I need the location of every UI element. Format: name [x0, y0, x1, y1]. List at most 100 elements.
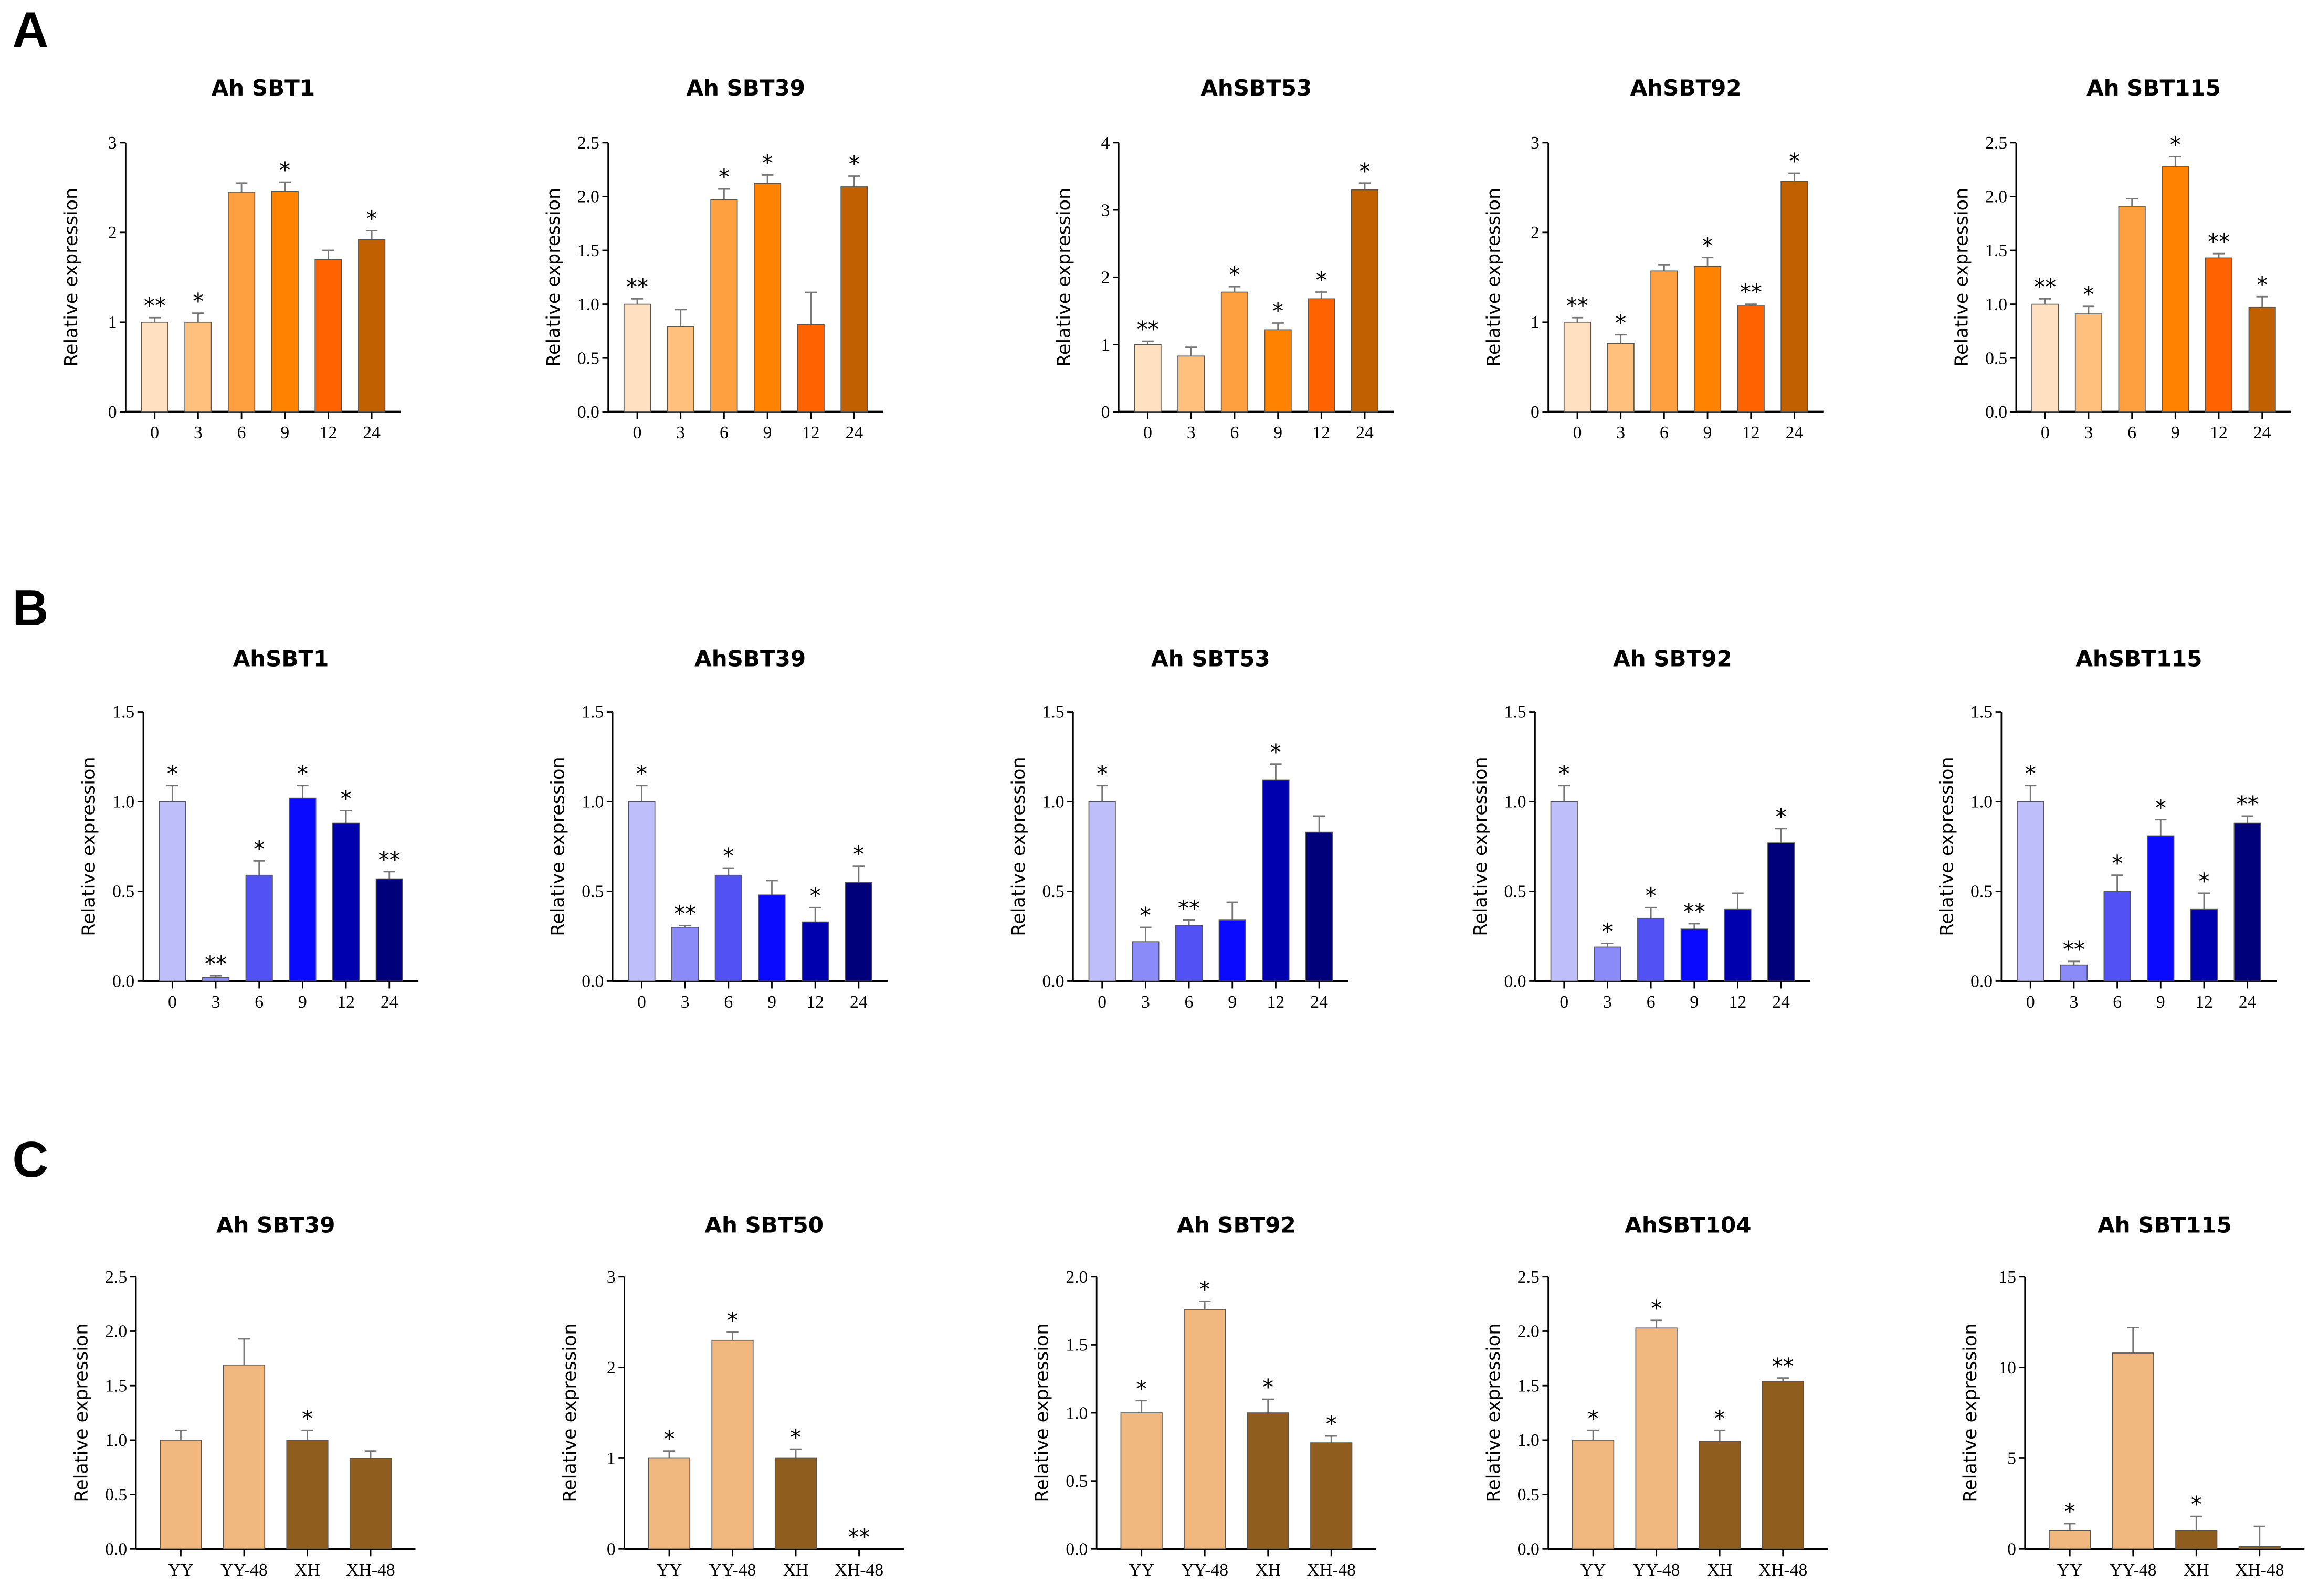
- y-tick-label: 2.5: [577, 133, 599, 153]
- significance-marker: **: [2208, 229, 2230, 255]
- y-axis-label: Relative expression: [78, 757, 100, 936]
- x-tick-label: 12: [337, 992, 355, 1012]
- chart-title: AhSBT104: [1625, 1212, 1751, 1238]
- y-tick-label: 1: [1531, 313, 1540, 332]
- x-tick-label: YY: [168, 1560, 194, 1580]
- significance-marker: *: [1262, 1375, 1273, 1400]
- significance-marker: *: [1651, 1295, 1662, 1321]
- x-tick-label: 24: [381, 992, 398, 1012]
- y-tick-label: 1: [607, 1449, 616, 1468]
- bar-chart: AhSBT1 Relative expression 0.0 0.5 1.0 1.5 0 * 3…: [78, 646, 419, 1012]
- x-tick-label: 6: [1647, 992, 1656, 1012]
- significance-marker: *: [2064, 1499, 2075, 1525]
- bar: [710, 199, 738, 413]
- significance-marker: *: [1326, 1411, 1337, 1437]
- significance-marker: *: [791, 1424, 802, 1450]
- bar: [1637, 917, 1665, 982]
- significance-marker: *: [762, 150, 773, 176]
- bar-chart: Ah SBT50 Relative expression 0 1 2 3 YY * YY-48 *…: [559, 1212, 904, 1580]
- bar: [1572, 1440, 1615, 1550]
- y-tick-label: 0: [108, 403, 117, 422]
- bar: [2238, 1546, 2281, 1550]
- significance-marker: *: [1272, 298, 1283, 324]
- x-tick-label: YY: [2057, 1560, 2083, 1580]
- x-tick-label: 6: [237, 423, 246, 442]
- y-tick-label: 2.5: [1517, 1267, 1540, 1287]
- chart-title: Ah SBT39: [686, 75, 805, 101]
- x-tick-label: 12: [1729, 992, 1747, 1012]
- y-tick-label: 1.0: [1066, 1403, 1088, 1423]
- x-tick-label: 24: [2239, 992, 2257, 1012]
- x-tick-label: 0: [150, 423, 159, 442]
- y-tick-label: 2: [607, 1358, 616, 1378]
- significance-marker: *: [727, 1307, 738, 1333]
- y-tick-label: 2.0: [1066, 1267, 1088, 1287]
- significance-marker: *: [1270, 739, 1281, 765]
- x-tick-label: XH-48: [346, 1560, 395, 1580]
- y-axis-label: Relative expression: [1959, 1323, 1981, 1502]
- significance-marker: **: [2034, 274, 2056, 300]
- bar: [1780, 181, 1808, 413]
- x-tick-label: 6: [1660, 423, 1669, 442]
- significance-marker: **: [674, 901, 696, 926]
- bar: [2175, 1530, 2218, 1550]
- x-tick-label: 3: [676, 423, 685, 442]
- y-tick-label: 1.5: [105, 1376, 127, 1396]
- y-axis-label: Relative expression: [1483, 1323, 1504, 1502]
- bar: [1693, 266, 1722, 413]
- y-tick-label: 0.0: [105, 1540, 127, 1559]
- bar: [1594, 946, 1621, 982]
- y-axis-label: Relative expression: [1951, 188, 1972, 367]
- x-tick-label: 9: [763, 423, 772, 442]
- bar: [332, 822, 360, 982]
- x-tick-label: YY: [1580, 1560, 1606, 1580]
- bar: [758, 894, 786, 982]
- significance-marker: **: [1566, 293, 1588, 319]
- bar-chart: Ah SBT92 Relative expression 0.0 0.5 1.0 1.5 0…: [1470, 646, 1810, 1012]
- y-axis-label: Relative expression: [1936, 757, 1957, 936]
- y-tick-label: 1.0: [577, 295, 599, 314]
- y-tick-label: 2.0: [1985, 187, 2007, 207]
- bar: [289, 797, 317, 982]
- y-tick-label: 0.0: [1970, 972, 1993, 991]
- bar-chart: Ah SBT53 Relative expression 0.0 0.5 1.0 1.5 0…: [1008, 646, 1348, 1012]
- bar: [1762, 1381, 1804, 1550]
- y-tick-label: 1.0: [1970, 792, 1993, 812]
- y-axis-label: Relative expression: [1470, 757, 1491, 936]
- y-tick-label: 1.0: [1042, 792, 1065, 812]
- bar: [314, 259, 342, 413]
- bar: [628, 801, 656, 982]
- bar-chart: AhSBT115 Relative expression 0.0 0.5 1.0 1.5 0…: [1936, 646, 2277, 1012]
- x-tick-label: XH-48: [1307, 1560, 1356, 1580]
- x-tick-label: 9: [1228, 992, 1237, 1012]
- significance-marker: *: [2025, 760, 2036, 786]
- bar: [2049, 1530, 2091, 1550]
- x-tick-label: XH: [783, 1560, 809, 1580]
- chart-title: Ah SBT92: [1177, 1212, 1296, 1238]
- x-tick-label: 24: [1356, 423, 1374, 442]
- x-tick-label: YY-48: [1633, 1560, 1680, 1580]
- y-tick-label: 1.5: [582, 703, 604, 722]
- x-tick-label: 0: [637, 992, 646, 1012]
- x-tick-label: XH: [1707, 1560, 1733, 1580]
- x-tick-label: 0: [633, 423, 642, 442]
- x-tick-label: XH-48: [835, 1560, 883, 1580]
- x-tick-label: YY-48: [1181, 1560, 1228, 1580]
- significance-marker: **: [1772, 1353, 1794, 1379]
- bar: [648, 1457, 691, 1550]
- bar: [1264, 329, 1292, 413]
- significance-marker: *: [341, 786, 352, 811]
- y-tick-label: 1.0: [1517, 1431, 1540, 1450]
- x-tick-label: 9: [767, 992, 776, 1012]
- y-tick-label: 0.5: [582, 882, 604, 902]
- x-tick-label: 3: [1616, 423, 1625, 442]
- y-tick-label: 1.0: [1985, 295, 2007, 314]
- x-tick-label: 9: [298, 992, 307, 1012]
- y-tick-label: 0.5: [1970, 882, 1993, 902]
- chart-title: AhSBT115: [2075, 646, 2202, 672]
- significance-marker: *: [723, 843, 734, 869]
- x-tick-label: 3: [2070, 992, 2079, 1012]
- x-tick-label: 9: [1273, 423, 1282, 442]
- bar: [286, 1440, 329, 1550]
- y-tick-label: 2.5: [1985, 133, 2007, 153]
